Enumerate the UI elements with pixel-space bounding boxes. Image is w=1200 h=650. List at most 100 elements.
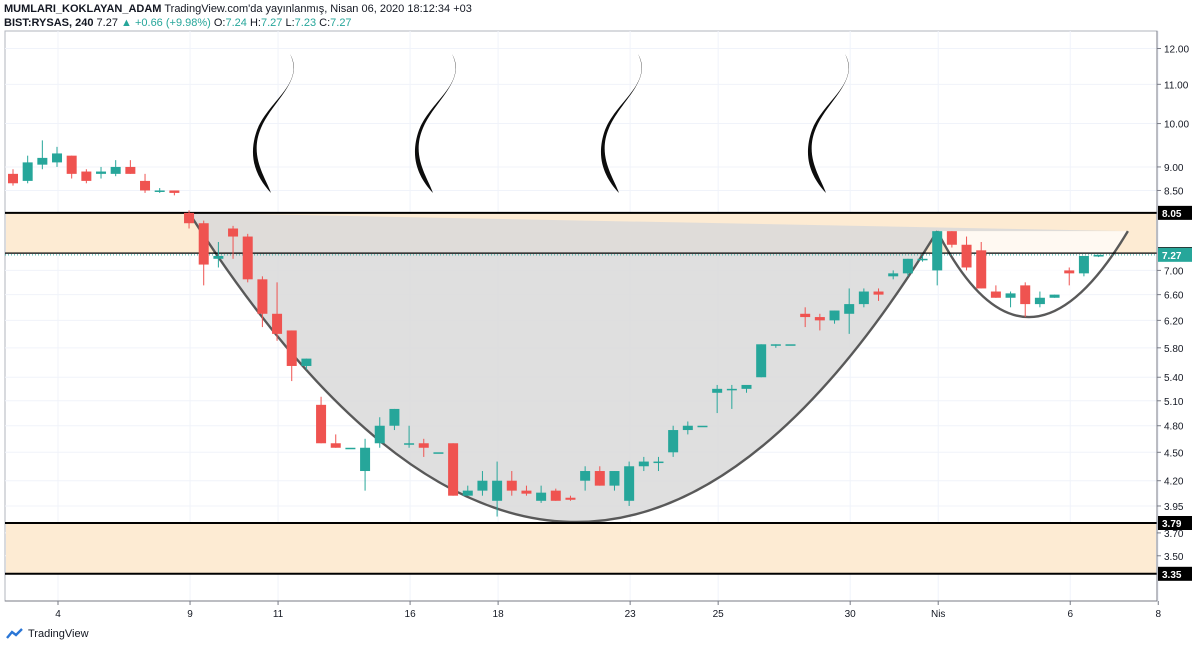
last-price-label-text: 7.27 xyxy=(1162,251,1182,262)
candle xyxy=(1078,255,1089,277)
candle-body xyxy=(374,425,385,444)
candle xyxy=(726,384,737,409)
candle xyxy=(653,456,664,472)
author-name[interactable]: MUMLARI_KOKLAYAN_ADAM xyxy=(4,3,162,15)
candle-body xyxy=(448,443,459,496)
candle-body xyxy=(741,384,752,389)
candle-body xyxy=(829,310,840,321)
candle xyxy=(917,255,928,262)
level-label-bg xyxy=(1158,516,1192,531)
symbol-label[interactable]: BIST:RYSAS, 240 xyxy=(4,17,94,29)
candle-body xyxy=(1078,255,1089,274)
candle xyxy=(770,344,781,348)
candle xyxy=(888,270,899,280)
y-tick-label: 11.00 xyxy=(1164,80,1189,91)
x-tick-label: 23 xyxy=(625,609,637,620)
candle xyxy=(712,384,723,414)
level-label-bg xyxy=(1158,566,1192,581)
candle xyxy=(814,313,825,331)
x-tick-label: 18 xyxy=(493,609,505,620)
candle xyxy=(389,408,400,431)
candle-body xyxy=(932,231,943,271)
candle xyxy=(110,160,121,177)
candle-body xyxy=(154,190,165,192)
candle xyxy=(37,140,48,170)
candle xyxy=(1064,267,1075,286)
candle xyxy=(433,452,444,454)
candle-body xyxy=(184,212,195,224)
candle-body xyxy=(888,273,899,277)
candle xyxy=(301,358,312,370)
candle-body xyxy=(990,291,1001,298)
candle-body xyxy=(902,258,913,274)
chart-header-line2: BIST:RYSAS, 240 7.27 ▲ +0.66 (+9.98%) O:… xyxy=(4,17,352,29)
candle xyxy=(140,173,151,193)
candle-body xyxy=(477,480,488,491)
last-price: 7.27 xyxy=(96,17,118,29)
candle xyxy=(976,242,987,289)
candle-body xyxy=(653,461,664,464)
candle xyxy=(477,471,488,496)
candle-body xyxy=(301,358,312,366)
open-label: O: xyxy=(213,17,226,29)
y-tick-label: 4.20 xyxy=(1164,477,1184,488)
candle-body xyxy=(624,466,635,501)
candle-body xyxy=(668,430,679,453)
candle-body xyxy=(580,471,591,481)
steam-squiggle-icon xyxy=(807,54,849,193)
candle xyxy=(682,421,693,435)
candle-body xyxy=(404,443,415,445)
y-tick-label: 9.00 xyxy=(1164,163,1184,174)
candle-body xyxy=(389,408,400,426)
candle-body xyxy=(697,425,708,428)
y-tick-label: 12.00 xyxy=(1164,44,1189,55)
y-tick-label: 10.00 xyxy=(1164,120,1189,131)
candle-body xyxy=(228,228,239,237)
candle-body xyxy=(756,344,767,378)
open-value: 7.24 xyxy=(225,17,247,29)
candle xyxy=(800,307,811,328)
candle xyxy=(169,190,180,196)
low-label: L: xyxy=(285,17,295,29)
candle-body xyxy=(66,155,77,174)
candle-body xyxy=(198,223,209,265)
candle xyxy=(873,288,884,301)
candle xyxy=(624,461,635,506)
candle-body xyxy=(1034,297,1045,305)
last-price-label: 7.27 xyxy=(1158,247,1192,262)
tradingview-icon xyxy=(6,628,23,639)
candle-body xyxy=(521,490,532,494)
candle-body xyxy=(594,471,605,486)
candle-body xyxy=(873,291,884,295)
candle xyxy=(1005,291,1016,308)
candle-body xyxy=(858,291,869,305)
candle xyxy=(1034,291,1045,308)
candle-body xyxy=(330,443,341,448)
candle-body xyxy=(565,497,576,500)
candle-body xyxy=(418,443,429,448)
candle xyxy=(902,258,913,277)
y-tick-label: 3.70 xyxy=(1164,529,1184,540)
candle-body xyxy=(1093,254,1104,257)
candle xyxy=(565,495,576,501)
candle-body xyxy=(609,471,620,486)
y-tick-label: 7.00 xyxy=(1164,266,1184,277)
candle xyxy=(609,471,620,491)
chart-header-line1: MUMLARI_KOKLAYAN_ADAM TradingView.com'da… xyxy=(4,3,472,15)
close-label: C: xyxy=(319,17,331,29)
y-tick-label: 5.10 xyxy=(1164,397,1184,408)
y-tick-label: 3.50 xyxy=(1164,552,1184,563)
level-label: 3.35 xyxy=(1158,566,1192,581)
candle xyxy=(184,210,195,229)
candle xyxy=(418,438,429,457)
candle xyxy=(492,461,503,517)
candle-body xyxy=(917,258,928,261)
level-label-text: 3.35 xyxy=(1162,570,1182,581)
candle-body xyxy=(140,180,151,191)
tradingview-logo[interactable]: TradingView xyxy=(6,628,89,640)
candle xyxy=(22,155,33,184)
x-tick-label: 6 xyxy=(1067,609,1073,620)
candle-body xyxy=(22,162,33,181)
candle-body xyxy=(814,317,825,321)
